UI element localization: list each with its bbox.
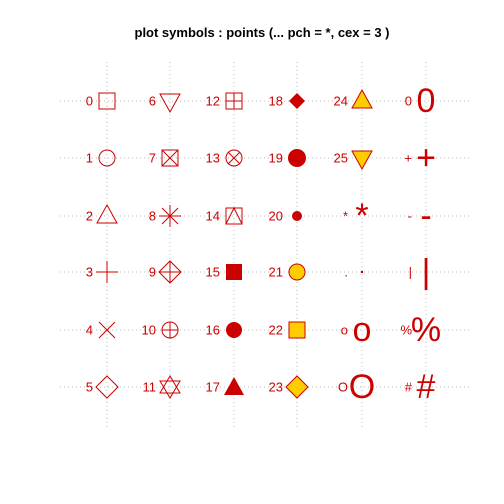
symbol-label: O [338,380,348,395]
symbol-label: * [343,209,348,224]
symbol-plus [96,261,118,283]
symbol-text: + [416,139,436,177]
symbol-text: - [420,197,431,235]
symbol-triangle-up [96,203,118,224]
symbol-square-triangle [225,206,243,225]
symbol-label: 23 [269,380,283,395]
symbol-text: # [417,368,436,406]
symbol-label: 4 [86,323,93,338]
symbol-label: - [408,209,412,224]
symbol-circle-cross [225,149,243,167]
symbol-fill-circle [288,263,306,281]
symbol-text: | [422,253,431,291]
symbol-label: 14 [206,209,220,224]
symbol-label: 13 [206,151,220,166]
symbol-label: 21 [269,265,283,280]
symbol-label: 0 [86,94,93,109]
symbol-filled-square [226,264,242,280]
svg-text:%: % [411,311,441,349]
symbol-circle [98,149,116,167]
symbol-label: 19 [269,151,283,166]
symbol-label: 18 [269,94,283,109]
symbol-label: 7 [149,151,156,166]
symbol-fill-square [288,321,306,339]
symbol-circle-plus [161,321,179,339]
svg-text:o: o [353,311,372,349]
symbol-label: 5 [86,380,93,395]
symbol-label: 3 [86,265,93,280]
symbol-diamond-plus [158,260,182,284]
plot-area: 0123456789101112131415161718192021222324… [86,82,441,406]
symbol-asterisk [159,205,181,227]
symbol-text: o [353,311,372,349]
symbol-label: 8 [149,209,156,224]
symbol-label: 9 [149,265,156,280]
symbol-text: 0 [417,82,436,120]
symbol-label: . [344,265,348,280]
chart-title: plot symbols : points (... pch = *, cex … [135,25,390,40]
symbol-star-of-david [159,375,181,399]
symbol-label: 0 [405,94,412,109]
symbol-label: 22 [269,323,283,338]
symbol-text: % [411,311,441,349]
svg-text:|: | [422,253,431,291]
svg-text:-: - [420,197,431,235]
symbol-filled-triangle [224,377,244,395]
symbol-label: 10 [142,323,156,338]
svg-text:#: # [417,368,436,406]
symbol-fill-triangle-down [351,150,373,171]
symbol-text: O [349,368,375,406]
symbol-label: 2 [86,209,93,224]
symbol-fill-triangle-up [351,88,373,109]
symbol-cross [98,321,116,339]
symbol-label: + [404,151,412,166]
svg-text:+: + [416,139,436,177]
symbol-label: | [409,265,412,280]
symbol-label: 17 [206,380,220,395]
svg-text:0: 0 [417,82,436,120]
symbol-label: 11 [143,380,157,395]
svg-text:*: * [355,197,368,235]
symbol-label: 12 [206,94,220,109]
symbol-label: 1 [86,151,93,166]
symbol-filled-circle-small [292,211,302,221]
symbol-label: 20 [269,209,283,224]
symbol-square-plus [225,92,243,110]
symbol-filled-circle [226,322,242,338]
symbol-dot [361,271,363,273]
symbol-filled-diamond-small [289,93,305,109]
symbol-label: 25 [334,151,348,166]
symbol-label: 15 [206,265,220,280]
svg-text:O: O [349,368,375,406]
grid [60,62,472,430]
symbol-filled-circle-large [288,149,306,167]
symbol-square-cross [161,149,179,167]
symbol-square [98,92,116,110]
symbol-diamond [95,375,119,399]
symbol-triangle-down [159,93,181,114]
symbol-label: # [405,380,413,395]
symbol-label: 6 [149,94,156,109]
symbol-label: % [400,323,412,338]
symbol-label: o [341,323,348,338]
symbol-fill-diamond [285,375,309,399]
symbol-label: 16 [206,323,220,338]
symbol-label: 24 [334,94,348,109]
symbol-text: * [355,197,368,235]
